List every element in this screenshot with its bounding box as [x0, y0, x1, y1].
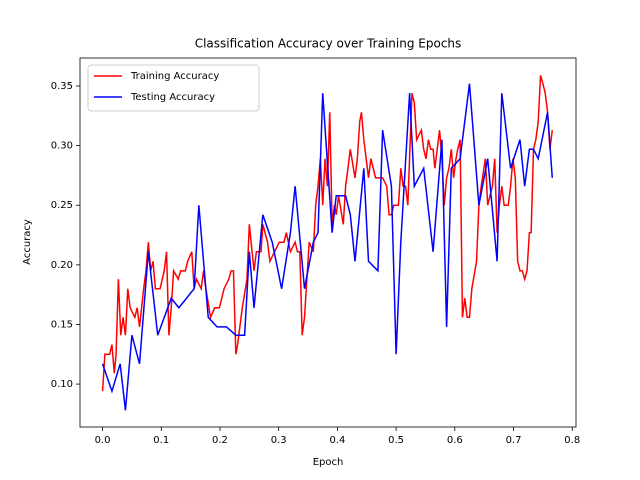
y-axis-label: Accuracy — [22, 219, 33, 265]
x-tick-label: 0.7 — [506, 435, 522, 446]
legend-label: Testing Accuracy — [130, 92, 215, 103]
x-tick-label: 0.2 — [212, 435, 228, 446]
x-tick-label: 0.5 — [388, 435, 404, 446]
x-tick-label: 0.1 — [153, 435, 169, 446]
y-tick-label: 0.35 — [51, 81, 73, 92]
x-tick-label: 0.3 — [271, 435, 287, 446]
data-line — [101, 83, 554, 411]
x-tick-label: 0.0 — [95, 435, 111, 446]
x-tick-label: 0.6 — [447, 435, 463, 446]
x-tick-label: 0.4 — [329, 435, 345, 446]
y-tick-label: 0.10 — [51, 379, 73, 390]
y-tick-label: 0.15 — [51, 319, 73, 330]
data-line — [101, 75, 554, 392]
y-tick-label: 0.25 — [51, 200, 73, 211]
x-axis-label: Epoch — [313, 457, 344, 468]
axes-frame — [79, 57, 577, 428]
y-tick-label: 0.20 — [51, 260, 73, 271]
legend-box — [87, 64, 260, 112]
x-tick-label: 0.8 — [564, 435, 580, 446]
legend-label: Training Accuracy — [130, 71, 219, 82]
y-tick-label: 0.30 — [51, 141, 73, 152]
chart-title: Classification Accuracy over Training Ep… — [195, 37, 462, 51]
